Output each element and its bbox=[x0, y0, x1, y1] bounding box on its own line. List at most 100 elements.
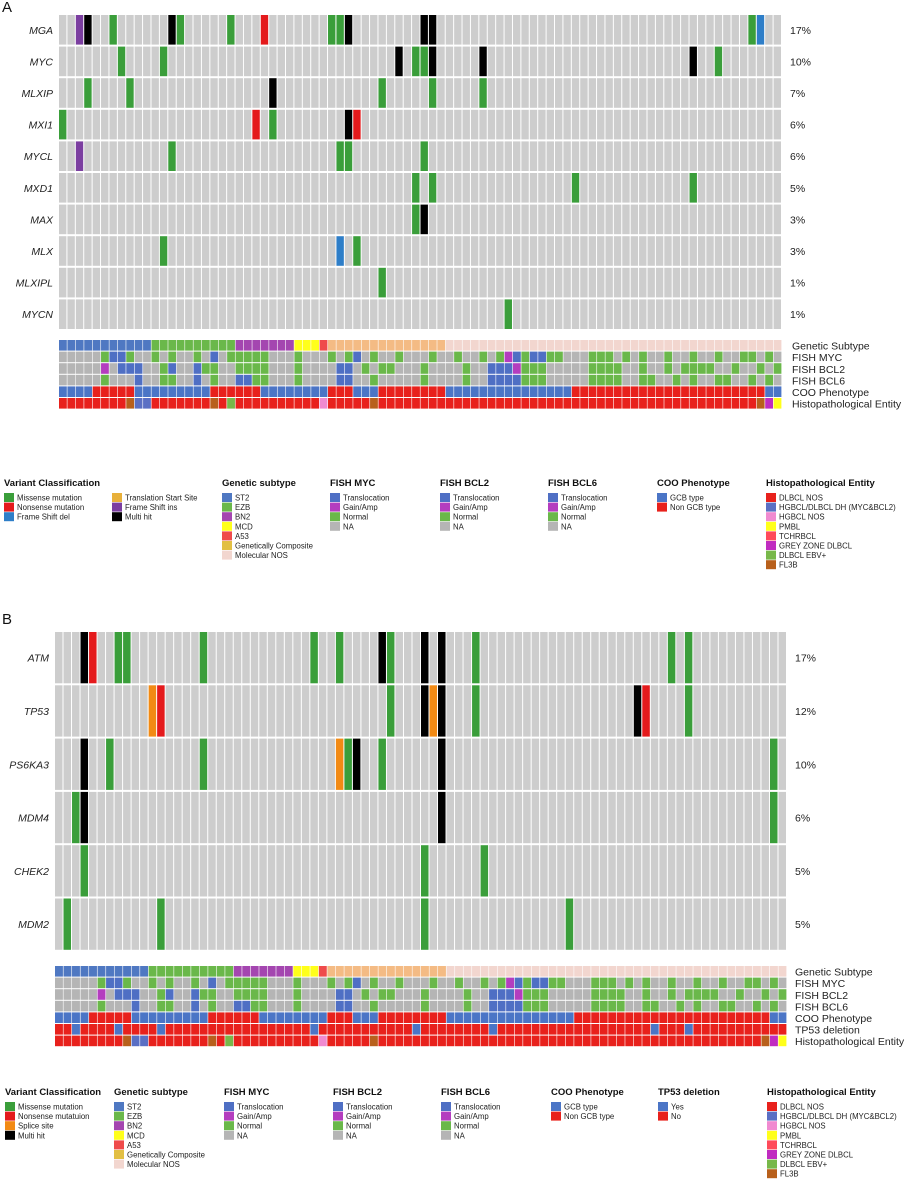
annotation-cell bbox=[672, 340, 681, 351]
annotation-cell bbox=[514, 966, 523, 977]
annotation-cell bbox=[723, 351, 731, 363]
annotation-cell bbox=[293, 989, 302, 1000]
annotation-cell bbox=[210, 351, 219, 363]
annotation-cell bbox=[454, 351, 462, 363]
annotation-cell bbox=[395, 1024, 404, 1035]
empty-cell bbox=[182, 845, 191, 897]
annotation-cell bbox=[571, 351, 580, 363]
mutation-cell-mga-44 bbox=[428, 15, 437, 45]
annotation-cell bbox=[92, 363, 101, 374]
annotation-cell bbox=[613, 340, 622, 351]
empty-cell bbox=[185, 109, 193, 140]
empty-cell bbox=[622, 109, 630, 140]
annotation-cell bbox=[361, 1012, 370, 1023]
empty-cell bbox=[479, 173, 487, 203]
empty-cell bbox=[361, 141, 370, 171]
empty-cell bbox=[546, 15, 555, 45]
empty-cell bbox=[697, 236, 706, 266]
annotation-cell bbox=[101, 363, 109, 374]
annotation-cell bbox=[140, 989, 149, 1000]
empty-cell bbox=[454, 204, 462, 235]
legend-swatch bbox=[767, 1111, 777, 1121]
annotation-cell bbox=[727, 966, 736, 977]
annotation-cell bbox=[540, 966, 549, 977]
empty-cell bbox=[370, 78, 378, 108]
empty-cell bbox=[613, 46, 622, 77]
annotation-cell bbox=[639, 363, 647, 374]
legend-swatch bbox=[333, 1111, 343, 1121]
annotation-cell bbox=[580, 398, 589, 409]
empty-cell bbox=[235, 204, 243, 235]
empty-cell bbox=[185, 46, 193, 77]
empty-cell bbox=[243, 46, 252, 77]
annotation-cell bbox=[496, 340, 504, 351]
empty-cell bbox=[159, 141, 168, 171]
annotation-cell bbox=[672, 386, 681, 397]
empty-cell bbox=[151, 141, 159, 171]
empty-cell bbox=[454, 141, 462, 171]
annotation-cell bbox=[201, 398, 210, 409]
annotation-cell bbox=[242, 1024, 251, 1035]
annotation-cell bbox=[412, 363, 420, 374]
empty-cell bbox=[335, 791, 344, 844]
empty-cell bbox=[580, 78, 588, 108]
annotation-cell bbox=[344, 1035, 353, 1047]
mutation-cell-mlx-12 bbox=[159, 236, 168, 266]
annotation-cell bbox=[472, 1012, 480, 1023]
empty-cell bbox=[463, 632, 472, 684]
empty-cell bbox=[748, 204, 756, 235]
annotation-cell bbox=[336, 363, 345, 374]
empty-cell bbox=[710, 738, 718, 790]
annotation-cell bbox=[480, 1000, 489, 1012]
empty-cell bbox=[689, 267, 697, 298]
empty-cell bbox=[260, 173, 269, 203]
empty-cell bbox=[59, 15, 67, 45]
legend-label: NA bbox=[346, 1131, 358, 1140]
annotation-cell bbox=[574, 1012, 583, 1023]
empty-cell bbox=[667, 898, 676, 950]
mutation-cell-mycl-34 bbox=[344, 141, 353, 171]
mutation-cell-atm-30 bbox=[310, 632, 318, 684]
empty-cell bbox=[302, 109, 311, 140]
legend-swatch bbox=[767, 1130, 777, 1140]
empty-cell bbox=[151, 78, 159, 108]
annotation-cell bbox=[284, 1035, 293, 1047]
empty-cell bbox=[540, 898, 548, 950]
annotation-cell bbox=[63, 977, 72, 989]
annotation-cell bbox=[506, 989, 515, 1000]
empty-cell bbox=[114, 791, 123, 844]
annotation-cell bbox=[446, 1012, 455, 1023]
annotation-cell bbox=[225, 989, 234, 1000]
gene-label: MDM4 bbox=[18, 813, 49, 825]
annotation-cell bbox=[642, 1012, 651, 1023]
annotation-cell bbox=[681, 386, 689, 397]
empty-cell bbox=[267, 791, 276, 844]
annotation-cell bbox=[710, 1035, 719, 1047]
annotation-cell bbox=[123, 989, 131, 1000]
annotation-cell bbox=[117, 398, 126, 409]
empty-cell bbox=[134, 78, 143, 108]
annotation-cell bbox=[446, 966, 455, 977]
mutation-cell-mga-32 bbox=[328, 15, 336, 45]
annotation-cell bbox=[344, 989, 353, 1000]
annotation-cell bbox=[639, 374, 647, 386]
annotation-cell bbox=[276, 966, 285, 977]
annotation-cell bbox=[565, 1024, 574, 1035]
legend-label: GCB type bbox=[670, 494, 704, 503]
legend-title: TP53 deletion bbox=[658, 1087, 720, 1098]
empty-cell bbox=[148, 632, 157, 684]
empty-cell bbox=[134, 204, 143, 235]
mutation-cell-chek2-50 bbox=[480, 845, 489, 897]
annotation-cell bbox=[479, 398, 488, 409]
mutation-cell-mxi1-34 bbox=[344, 109, 353, 140]
annotation-cell bbox=[633, 989, 642, 1000]
empty-cell bbox=[168, 46, 176, 77]
legend-swatch bbox=[766, 541, 776, 550]
annotation-cell bbox=[608, 1000, 617, 1012]
legend-swatch bbox=[114, 1121, 124, 1131]
empty-cell bbox=[75, 109, 84, 140]
annotation-cell bbox=[55, 1035, 63, 1047]
empty-cell bbox=[395, 845, 403, 897]
annotation-cell bbox=[523, 1035, 532, 1047]
annotation-cell bbox=[521, 363, 530, 374]
